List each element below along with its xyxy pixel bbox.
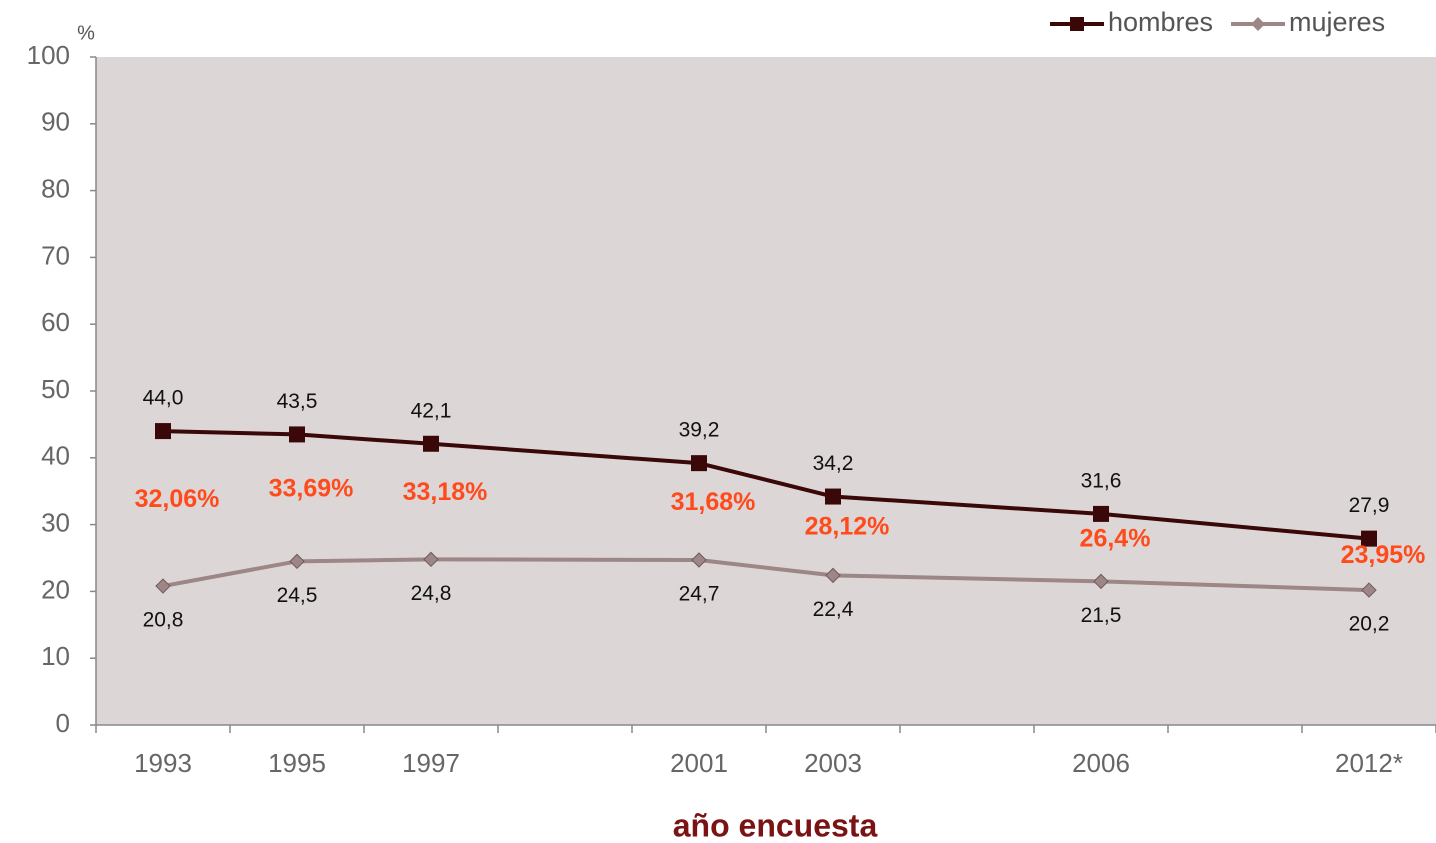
- x-tick-label: 2006: [1072, 748, 1130, 778]
- line-segment: [832, 494, 1102, 516]
- y-tick-label: 80: [41, 173, 70, 203]
- y-tick-label: 0: [56, 708, 70, 738]
- plot-area: [96, 57, 1436, 725]
- data-label: 24,7: [679, 583, 720, 606]
- x-tick-label: 1997: [402, 748, 460, 778]
- marker: [1361, 582, 1377, 598]
- annotation: 28,12%: [805, 513, 890, 541]
- x-tick-label: 2003: [804, 748, 862, 778]
- x-tick-label: 1993: [134, 748, 192, 778]
- data-label: 22,4: [813, 598, 854, 621]
- x-tick-label: 2012*: [1335, 748, 1403, 778]
- data-label: 20,2: [1349, 613, 1390, 636]
- line-segment: [430, 557, 700, 563]
- annotation: 32,06%: [135, 485, 220, 513]
- x-axis-title: año encuesta: [673, 807, 878, 843]
- annotation: 33,69%: [269, 474, 354, 502]
- data-label: 43,5: [277, 390, 318, 413]
- y-unit: %: [77, 22, 95, 44]
- marker: [289, 553, 305, 570]
- data-label: 31,6: [1081, 469, 1122, 492]
- line-segment: [296, 432, 432, 446]
- legend-marker: [1251, 17, 1266, 31]
- legend-label: mujeres: [1289, 7, 1385, 37]
- marker: [423, 435, 439, 452]
- data-label: 39,2: [679, 419, 720, 442]
- marker: [691, 455, 707, 472]
- x-tick-label: 2001: [670, 748, 728, 778]
- marker: [1361, 530, 1377, 547]
- y-tick-label: 40: [41, 441, 70, 471]
- data-label: 20,8: [143, 609, 184, 632]
- marker: [691, 552, 707, 568]
- y-tick-label: 100: [27, 40, 70, 70]
- line-segment: [1100, 511, 1370, 541]
- data-label: 44,0: [143, 387, 184, 410]
- line-segment: [162, 429, 298, 437]
- annotation: 26,4%: [1080, 524, 1151, 552]
- line-segment: [430, 441, 700, 466]
- line-segment: [1100, 579, 1370, 593]
- data-label: 24,5: [277, 584, 318, 607]
- marker: [289, 426, 305, 443]
- line-segment: [832, 573, 1102, 584]
- data-label: 27,9: [1349, 494, 1390, 517]
- data-label: 34,2: [813, 452, 854, 475]
- annotation: 31,68%: [671, 488, 756, 516]
- line-segment: [162, 559, 298, 589]
- marker: [825, 488, 841, 505]
- annotation: 33,18%: [403, 478, 488, 506]
- annotation: 23,95%: [1341, 541, 1426, 569]
- marker: [825, 567, 841, 584]
- marker: [155, 423, 171, 440]
- x-tick-label: 1995: [268, 748, 326, 778]
- legend-marker: [1070, 17, 1084, 31]
- data-label: 21,5: [1081, 604, 1122, 627]
- y-tick-label: 20: [41, 574, 70, 604]
- marker: [1093, 505, 1109, 522]
- y-tick-label: 60: [41, 307, 70, 337]
- marker: [155, 578, 171, 594]
- y-tick-label: 30: [41, 507, 70, 537]
- y-tick-label: 70: [41, 240, 70, 270]
- marker: [423, 551, 439, 568]
- legend-label: hombres: [1108, 7, 1213, 37]
- marker: [1093, 573, 1109, 590]
- data-label: 24,8: [411, 582, 452, 605]
- line-segment: [698, 461, 834, 499]
- line-segment: [296, 557, 432, 564]
- y-tick-label: 10: [41, 641, 70, 671]
- y-tick-label: 90: [41, 107, 70, 137]
- data-label: 42,1: [411, 399, 452, 422]
- line-segment: [698, 558, 834, 578]
- y-tick-label: 50: [41, 374, 70, 404]
